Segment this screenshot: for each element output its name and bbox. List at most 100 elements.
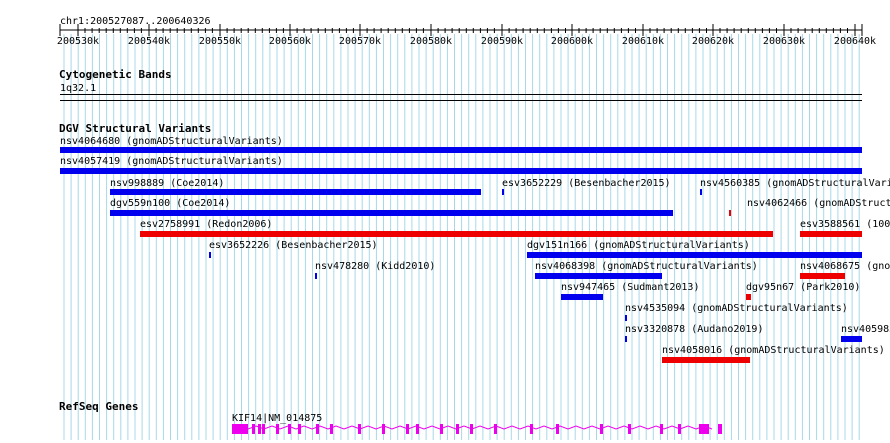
feature-label: nsv4068675 (gnomADStructuralVariants) — [800, 261, 890, 272]
cytobands-track-title: Cytogenetic Bands — [59, 68, 172, 81]
feature-bar[interactable] — [625, 315, 627, 321]
dgv-feature[interactable]: esv3652229 (Besenbacher2015) — [502, 178, 671, 195]
feature-label: esv3652229 (Besenbacher2015) — [502, 178, 671, 189]
gene-exon — [316, 424, 319, 434]
feature-label: nsv947465 (Sudmant2013) — [561, 282, 699, 293]
gene-exon — [660, 424, 663, 434]
feature-label: nsv478280 (Kidd2010) — [315, 261, 435, 272]
feature-bar[interactable] — [60, 147, 862, 153]
feature-label: dgv559n100 (Coe2014) — [110, 198, 230, 209]
feature-label: esv3588561 (1000Genomes) — [800, 219, 890, 230]
dgv-feature[interactable]: nsv4068398 (gnomADStructuralVariants) — [535, 261, 758, 279]
feature-bar[interactable] — [535, 273, 662, 279]
feature-label: nsv4059830 (gnomADStructuralVariants) — [841, 324, 890, 335]
gene-utr — [699, 424, 709, 434]
ruler-tick-label: 200570k — [339, 36, 381, 47]
cytoband-bar[interactable] — [60, 94, 862, 95]
ruler-tick-label: 200630k — [763, 36, 805, 47]
feature-bar[interactable] — [662, 357, 750, 363]
gene-exon — [678, 424, 681, 434]
gene-exon — [358, 424, 361, 434]
feature-bar[interactable] — [140, 231, 773, 237]
feature-label: nsv4535094 (gnomADStructuralVariants) — [625, 303, 848, 314]
gene-kif14[interactable] — [232, 424, 722, 434]
gene-exon — [288, 424, 291, 434]
feature-bar[interactable] — [209, 252, 211, 258]
dgv-feature[interactable]: nsv3320878 (Audano2019) — [625, 324, 763, 342]
feature-label: nsv4062466 (gnomADStructuralVariants) — [747, 198, 890, 209]
gene-exon — [494, 424, 497, 434]
ruler-tick-label: 200600k — [551, 36, 593, 47]
feature-bar[interactable] — [561, 294, 603, 300]
gene-exon — [456, 424, 459, 434]
feature-label: dgv95n67 (Park2010) — [746, 282, 860, 293]
dgv-features: nsv4064680 (gnomADStructuralVariants) nsv… — [60, 136, 890, 363]
feature-label: nsv4064680 (gnomADStructuralVariants) — [60, 136, 283, 147]
feature-bar[interactable] — [729, 210, 731, 216]
dgv-feature[interactable]: dgv95n67 (Park2010) — [746, 282, 860, 300]
gene-exon — [252, 424, 255, 434]
ruler-tick-label: 200640k — [834, 36, 876, 47]
ruler[interactable]: 200530k 200540k 200550k 200560k 200570k 20058… — [57, 24, 876, 47]
feature-bar[interactable] — [110, 210, 673, 216]
dgv-feature[interactable]: nsv4560385 (gnomADStructuralVariants) — [700, 178, 890, 195]
feature-bar[interactable] — [315, 273, 317, 279]
feature-label: dgv151n166 (gnomADStructuralVariants) — [527, 240, 750, 251]
dgv-feature[interactable]: nsv4057419 (gnomADStructuralVariants) — [60, 156, 862, 174]
dgv-feature[interactable]: nsv4535094 (gnomADStructuralVariants) — [625, 303, 848, 321]
track-separator — [60, 100, 862, 101]
ruler-tick-label: 200610k — [622, 36, 664, 47]
dgv-feature[interactable]: nsv478280 (Kidd2010) — [315, 261, 435, 279]
gene-exon — [470, 424, 473, 434]
feature-label: nsv998889 (Coe2014) — [110, 178, 224, 189]
feature-label: esv2758991 (Redon2006) — [140, 219, 272, 230]
dgv-feature[interactable]: esv3652226 (Besenbacher2015) — [209, 240, 378, 258]
ruler-tick-label: 200530k — [57, 36, 99, 47]
feature-label: nsv3320878 (Audano2019) — [625, 324, 763, 335]
feature-bar[interactable] — [800, 273, 845, 279]
gene-intron-line — [247, 425, 713, 430]
cytoband-label[interactable]: 1q32.1 — [60, 83, 96, 94]
ruler-tick-label: 200560k — [269, 36, 311, 47]
gene-exon — [530, 424, 533, 434]
dgv-track-title: DGV Structural Variants — [59, 122, 211, 135]
dgv-feature[interactable]: nsv4064680 (gnomADStructuralVariants) — [60, 136, 862, 153]
gene-exon — [600, 424, 603, 434]
dgv-feature[interactable]: dgv559n100 (Coe2014) — [110, 198, 673, 216]
dgv-feature[interactable]: nsv4068675 (gnomADStructuralVariants) — [800, 261, 890, 279]
feature-bar[interactable] — [110, 189, 481, 195]
feature-bar[interactable] — [841, 336, 862, 342]
gene-exon — [276, 424, 279, 434]
dgv-feature[interactable]: nsv998889 (Coe2014) — [110, 178, 481, 195]
feature-bar[interactable] — [700, 189, 702, 195]
gene-exon — [258, 424, 261, 434]
gene-exon — [440, 424, 443, 434]
gene-exon — [382, 424, 385, 434]
gene-label[interactable]: KIF14|NM_014875 — [232, 413, 322, 424]
dgv-feature[interactable]: esv3588561 (1000Genomes) — [800, 219, 890, 237]
gene-exon — [556, 424, 559, 434]
feature-bar[interactable] — [60, 168, 862, 174]
feature-label: nsv4560385 (gnomADStructuralVariants) — [700, 178, 890, 189]
feature-bar[interactable] — [527, 252, 862, 258]
dgv-feature[interactable]: esv2758991 (Redon2006) — [140, 219, 773, 237]
feature-bar[interactable] — [746, 294, 751, 300]
dgv-feature[interactable]: nsv947465 (Sudmant2013) — [561, 282, 699, 300]
gene-utr — [232, 424, 248, 434]
ruler-tick-label: 200540k — [128, 36, 170, 47]
feature-label: nsv4058016 (gnomADStructuralVariants) — [662, 345, 885, 356]
feature-bar[interactable] — [502, 189, 504, 195]
dgv-feature[interactable]: dgv151n166 (gnomADStructuralVariants) — [527, 240, 862, 258]
feature-bar[interactable] — [800, 231, 862, 237]
feature-label: esv3652226 (Besenbacher2015) — [209, 240, 378, 251]
refseq-track-title: RefSeq Genes — [59, 400, 138, 413]
ruler-tick-label: 200550k — [199, 36, 241, 47]
dgv-feature[interactable]: nsv4062466 (gnomADStructuralVariants) — [729, 198, 890, 216]
location-label: chr1:200527087..200640326 — [60, 16, 211, 27]
gene-exon — [298, 424, 301, 434]
feature-bar[interactable] — [625, 336, 627, 342]
dgv-feature[interactable]: nsv4059830 (gnomADStructuralVariants) — [841, 324, 890, 342]
dgv-feature[interactable]: nsv4058016 (gnomADStructuralVariants) — [662, 345, 885, 363]
